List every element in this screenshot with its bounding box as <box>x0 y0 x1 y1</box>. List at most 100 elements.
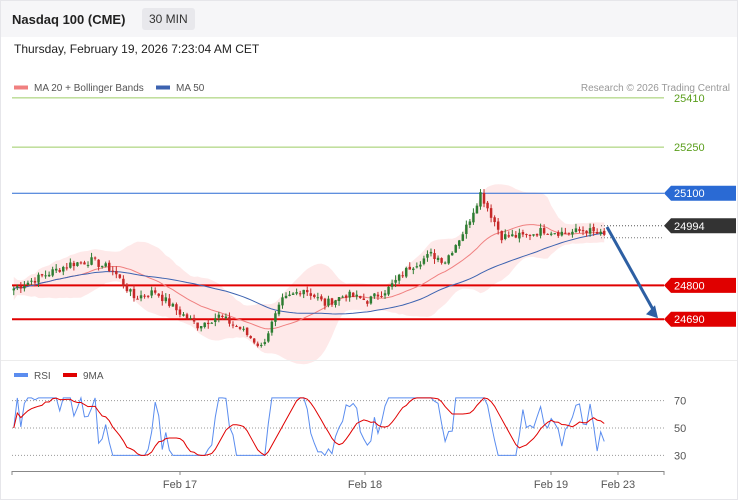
candle-body <box>383 293 387 296</box>
candle-body <box>196 322 199 329</box>
level-label-25250: 25250 <box>674 142 705 154</box>
candle-body <box>210 322 214 324</box>
level-label-25100: 25100 <box>674 188 705 200</box>
candle-body <box>58 269 61 272</box>
candle-body <box>422 258 426 264</box>
candle-body <box>228 317 231 324</box>
candle-body <box>295 292 298 294</box>
candle-body <box>189 318 192 320</box>
candle-body <box>76 262 79 266</box>
candle-body <box>33 281 37 283</box>
bollinger-band <box>13 184 605 365</box>
candle-body <box>528 234 532 237</box>
candle-body <box>100 265 104 267</box>
candle-body <box>37 274 40 283</box>
candle-body <box>69 262 72 268</box>
candle-body <box>65 267 69 269</box>
candle-body <box>493 217 496 223</box>
candle-body <box>514 235 518 238</box>
candle-body <box>164 297 168 302</box>
candle-body <box>107 262 111 271</box>
candle-body <box>578 229 581 231</box>
candle-body <box>599 231 602 235</box>
candle-body <box>415 266 419 268</box>
candle-body <box>111 270 115 272</box>
candle-body <box>305 290 309 293</box>
candle-body <box>16 286 19 288</box>
candle-body <box>26 282 30 286</box>
candle-body <box>249 336 252 339</box>
candle-body <box>238 326 242 329</box>
ma20-legend-swatch <box>14 85 28 90</box>
candle-body <box>511 234 514 237</box>
candle-body <box>302 289 305 295</box>
candle-body <box>79 262 83 264</box>
candle-body <box>387 286 390 295</box>
candle-body <box>390 283 394 287</box>
candle-body <box>525 234 528 236</box>
time-tick-label: Feb 23 <box>601 479 635 491</box>
candle-body <box>465 224 468 235</box>
candle-body <box>12 288 16 291</box>
candle-body <box>115 270 118 275</box>
rsi-tick-70: 70 <box>674 396 686 408</box>
ma50-legend-label: MA 50 <box>176 83 205 94</box>
candle-body <box>571 231 574 235</box>
candle-body <box>344 295 348 298</box>
candle-body <box>341 296 344 298</box>
candle-body <box>231 324 235 326</box>
candle-body <box>171 303 175 307</box>
candle-body <box>83 262 86 265</box>
candle-body <box>182 314 185 316</box>
candle-body <box>412 268 415 271</box>
candle-body <box>436 257 440 260</box>
candle-body <box>546 233 549 235</box>
candle-body <box>47 274 51 277</box>
candle-body <box>40 274 44 276</box>
candle-body <box>503 234 507 239</box>
candle-body <box>118 274 122 278</box>
candle-body <box>192 317 196 322</box>
candle-body <box>90 257 93 265</box>
chart-header: Nasdaq 100 (CME) 30 MIN <box>1 1 737 37</box>
candle-body <box>274 313 277 322</box>
candle-body <box>214 318 217 322</box>
candle-body <box>86 264 90 266</box>
candle-body <box>532 234 535 236</box>
candle-body <box>256 343 259 346</box>
candle-body <box>143 295 146 297</box>
candle-body <box>235 326 238 328</box>
candle-body <box>397 274 401 281</box>
candle-body <box>542 228 546 234</box>
level-tag-24690 <box>664 311 736 327</box>
candle-body <box>125 284 129 292</box>
candle-body <box>298 293 302 295</box>
candle-body <box>585 230 588 234</box>
candle-body <box>447 255 450 264</box>
candle-body <box>539 228 542 236</box>
rsi-tick-50: 50 <box>674 423 686 435</box>
candle-body <box>454 245 457 253</box>
candle-body <box>62 266 65 272</box>
ma20-legend-label: MA 20 + Bollinger Bands <box>34 83 144 94</box>
candle-body <box>567 232 571 234</box>
forecast-arrow-head <box>646 305 658 319</box>
candle-body <box>592 226 595 232</box>
ma50-legend-swatch <box>156 85 170 90</box>
candle-body <box>168 298 171 306</box>
candle-body <box>263 342 267 344</box>
timeframe-badge[interactable]: 30 MIN <box>142 8 195 30</box>
price-plot-area: 25410 25250 25100 24994 24800 24690 <box>12 93 736 365</box>
candle-body <box>588 228 592 234</box>
candle-body <box>359 295 362 299</box>
candle-body <box>443 262 447 264</box>
candle-body <box>320 296 323 300</box>
candle-body <box>206 322 210 325</box>
candle-body <box>203 322 206 328</box>
candle-body <box>521 232 525 235</box>
candle-body <box>157 293 160 296</box>
candle-body <box>433 253 436 260</box>
candle-body <box>394 280 397 283</box>
candle-body <box>366 301 369 304</box>
